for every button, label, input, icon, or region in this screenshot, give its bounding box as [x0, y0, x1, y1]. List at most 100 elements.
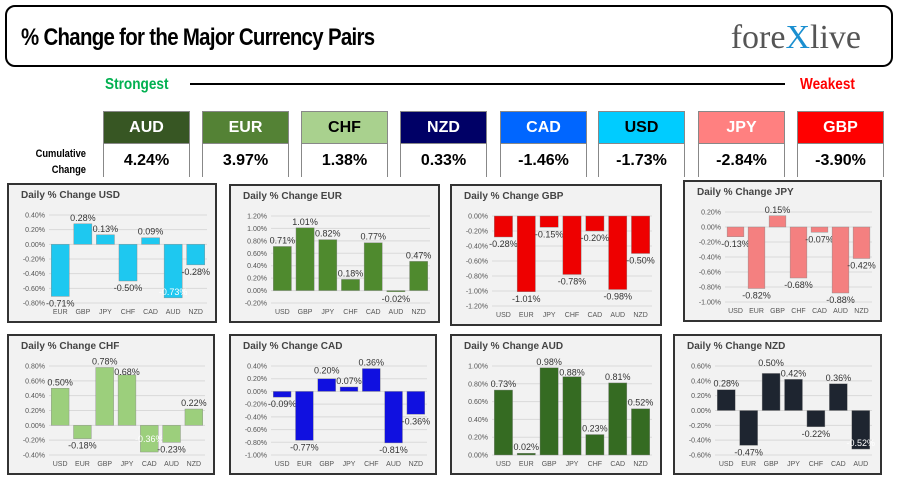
bar-aud [831, 226, 850, 294]
currency-box-nzd: NZD 0.33% [400, 111, 487, 177]
x-tick-label: NZD [633, 312, 647, 319]
y-tick-label: -0.20% [245, 301, 267, 308]
y-tick-label: 0.80% [247, 238, 267, 245]
x-tick-label: USD [728, 308, 743, 315]
currency-box-chf: CHF 1.38% [301, 111, 388, 177]
bar-gbp [768, 215, 787, 228]
y-tick-label: -1.20% [466, 304, 488, 311]
data-label: 0.18% [338, 268, 364, 278]
bar-eur [73, 425, 92, 439]
bar-usd [273, 391, 292, 398]
data-label: 0.15% [765, 205, 791, 215]
bar-aud [163, 244, 183, 299]
cumulative-value: 1.38% [302, 143, 387, 177]
y-tick-label: 0.40% [247, 263, 267, 270]
x-tick-label: NZD [633, 461, 647, 468]
x-tick-label: USD [275, 461, 290, 468]
y-tick-label: -0.80% [699, 285, 721, 292]
y-tick-label: 0.00% [468, 214, 488, 221]
currency-box-cad: CAD -1.46% [500, 111, 587, 177]
x-tick-label: CHF [343, 309, 357, 316]
y-tick-label: -0.40% [689, 438, 711, 445]
weakest-label: Weakest [800, 76, 855, 93]
data-label: 0.07% [336, 376, 362, 386]
bar-aud [384, 391, 403, 444]
chart-title: Daily % Change JPY [697, 187, 794, 198]
data-label: 0.28% [70, 213, 96, 223]
y-tick-label: -0.60% [245, 427, 267, 434]
bar-eur [747, 226, 766, 289]
y-tick-label: 0.00% [701, 225, 721, 232]
data-label: -0.68% [784, 280, 813, 290]
data-label: 0.78% [92, 356, 118, 366]
data-label: -0.13% [721, 239, 750, 249]
y-tick-label: 0.40% [25, 213, 45, 220]
data-label: -0.09% [268, 399, 297, 409]
forexlive-logo: foreXlive [730, 19, 861, 56]
x-tick-label: CAD [831, 461, 846, 468]
y-tick-label: -0.60% [466, 259, 488, 266]
bar-jpy [117, 374, 137, 426]
bar-jpy [539, 215, 559, 228]
chart-plot: -0.80% -0.60% -0.40% -0.20% 0.00% 0.20% 0.40% E… [23, 213, 210, 317]
data-label: -0.15% [535, 229, 564, 239]
bar-chf [562, 215, 582, 275]
strongest-label: Strongest [105, 76, 169, 93]
currency-name: CAD [501, 112, 586, 143]
chart-title: Daily % Change CHF [21, 341, 120, 352]
bar-gbp [95, 367, 114, 426]
x-tick-label: EUR [749, 308, 764, 315]
data-label: 0.71% [270, 235, 296, 245]
y-tick-label: -0.20% [689, 423, 711, 430]
x-tick-label: NZD [187, 461, 201, 468]
y-tick-label: 0.20% [25, 408, 45, 415]
bar-nzd [406, 391, 425, 415]
bar-nzd [184, 408, 203, 426]
bar-gbp [317, 378, 336, 392]
y-tick-label: 0.20% [468, 435, 488, 442]
page-title: % Change for the Major Currency Pairs [21, 24, 375, 51]
y-tick-label: 1.00% [468, 364, 488, 371]
x-tick-label: JPY [121, 461, 134, 468]
cumulative-value: 3.97% [203, 143, 288, 177]
y-tick-label: -0.40% [23, 271, 45, 278]
data-label: 0.02% [514, 442, 540, 452]
x-tick-label: GBP [319, 461, 334, 468]
data-label: -0.23% [157, 444, 186, 454]
x-tick-label: USD [719, 461, 734, 468]
currency-name: USD [599, 112, 684, 143]
x-tick-label: NZD [854, 308, 868, 315]
chart-plot: -0.60% -0.40% -0.20% 0.00% 0.20% 0.40% 0.60% US… [689, 358, 875, 468]
x-tick-label: NZD [409, 461, 423, 468]
y-tick-label: -0.60% [699, 270, 721, 277]
x-tick-label: GBP [542, 461, 557, 468]
x-tick-label: CHF [565, 312, 579, 319]
bar-aud [386, 290, 406, 293]
bar-cad [140, 425, 159, 453]
bar-jpy [339, 386, 359, 392]
bar-chf [585, 434, 605, 456]
cumulative-value: -2.84% [699, 143, 784, 177]
bar-jpy [562, 376, 582, 456]
bar-nzd [631, 408, 650, 456]
y-tick-label: -0.20% [23, 438, 45, 445]
data-label: -0.50% [114, 283, 143, 293]
x-tick-label: JPY [343, 461, 356, 468]
currency-name: JPY [699, 112, 784, 143]
y-tick-label: 0.00% [25, 423, 45, 430]
data-label: 0.82% [315, 229, 341, 239]
x-tick-label: CAD [142, 461, 157, 468]
data-label: -0.07% [805, 234, 834, 244]
x-tick-label: GBP [298, 309, 313, 316]
x-tick-label: AUD [166, 309, 181, 316]
bar-cad [585, 215, 605, 232]
bar-cad [363, 242, 383, 291]
bar-usd [494, 215, 513, 238]
y-tick-label: -0.80% [23, 301, 45, 308]
chart-eur: Daily % Change EUR -0.20% 0.00% 0.20% 0.40% 0… [229, 184, 440, 323]
bar-usd [273, 246, 292, 291]
y-tick-label: 0.40% [247, 364, 267, 371]
x-tick-label: USD [496, 312, 511, 319]
data-label: 0.47% [406, 250, 432, 260]
bar-chf [341, 279, 360, 291]
